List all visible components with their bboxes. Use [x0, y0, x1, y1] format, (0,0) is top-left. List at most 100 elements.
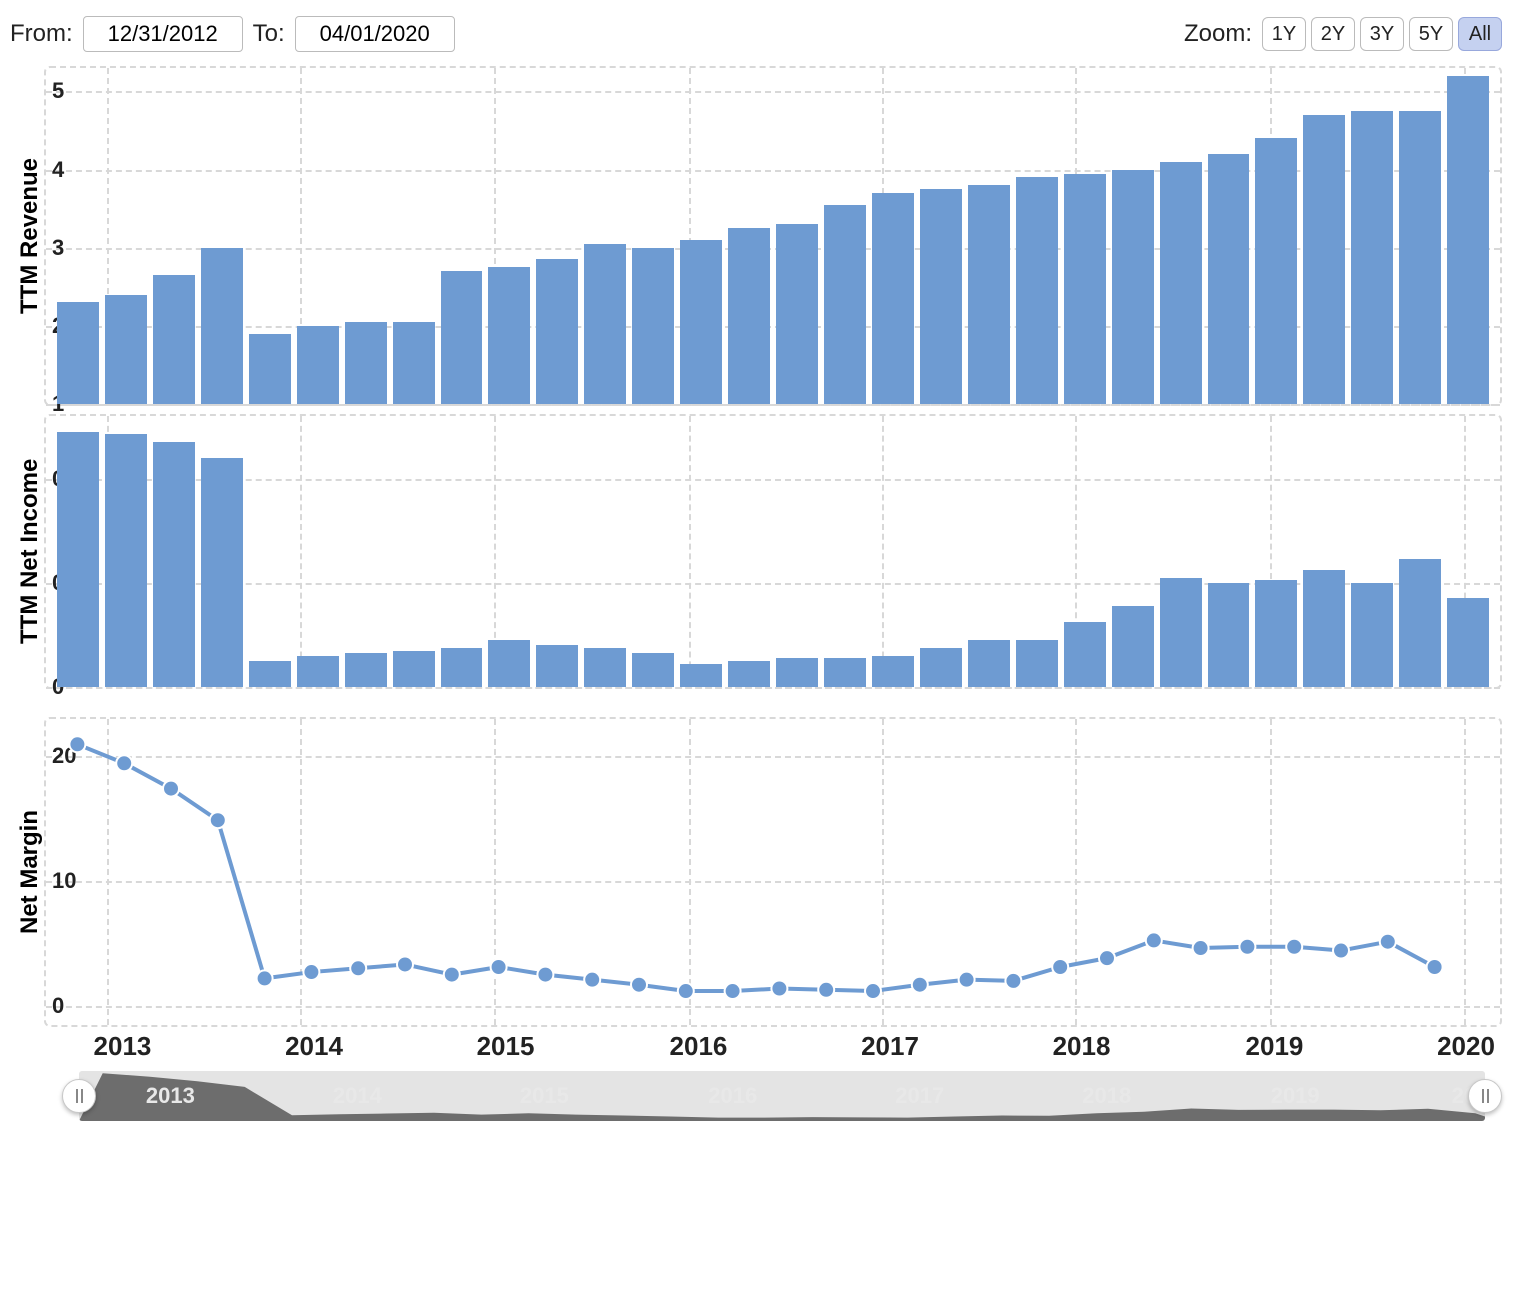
bar[interactable] — [57, 432, 99, 687]
bar[interactable] — [1447, 76, 1489, 404]
bar[interactable] — [584, 648, 626, 687]
line-point[interactable] — [1380, 934, 1396, 950]
line-point[interactable] — [865, 983, 881, 999]
bar[interactable] — [776, 658, 818, 687]
bar[interactable] — [201, 248, 243, 404]
line-point[interactable] — [725, 983, 741, 999]
scrubber-handle-left[interactable] — [62, 1079, 96, 1113]
bar[interactable] — [1351, 583, 1393, 687]
bar[interactable] — [1016, 640, 1058, 687]
line-point[interactable] — [912, 977, 928, 993]
bar[interactable] — [1208, 154, 1250, 404]
bar[interactable] — [728, 661, 770, 687]
bar[interactable] — [1016, 177, 1058, 404]
line-point[interactable] — [1099, 950, 1115, 966]
bar[interactable] — [680, 240, 722, 404]
bar[interactable] — [153, 442, 195, 687]
line-point[interactable] — [1193, 940, 1209, 956]
bar[interactable] — [1255, 138, 1297, 404]
line-point[interactable] — [163, 781, 179, 797]
bar[interactable] — [105, 295, 147, 404]
bar[interactable] — [1303, 115, 1345, 404]
bar[interactable] — [632, 653, 674, 687]
zoom-button-1y[interactable]: 1Y — [1262, 17, 1306, 51]
bar[interactable] — [584, 244, 626, 404]
bar[interactable] — [632, 248, 674, 404]
from-date-input[interactable] — [83, 16, 243, 52]
bar[interactable] — [488, 267, 530, 404]
line-point[interactable] — [257, 970, 273, 986]
line-point[interactable] — [1286, 939, 1302, 955]
line-point[interactable] — [631, 977, 647, 993]
bar[interactable] — [1160, 162, 1202, 404]
bar[interactable] — [393, 322, 435, 404]
plot-margin[interactable]: 01020 — [44, 717, 1502, 1027]
bar[interactable] — [872, 656, 914, 687]
bar[interactable] — [393, 651, 435, 687]
bar[interactable] — [776, 224, 818, 404]
bar[interactable] — [1208, 583, 1250, 687]
bar[interactable] — [728, 228, 770, 404]
bar[interactable] — [441, 648, 483, 687]
bar[interactable] — [201, 458, 243, 687]
bar[interactable] — [968, 640, 1010, 687]
line-point[interactable] — [303, 964, 319, 980]
zoom-button-all[interactable]: All — [1458, 17, 1502, 51]
line-point[interactable] — [397, 956, 413, 972]
bar[interactable] — [488, 640, 530, 687]
line-point[interactable] — [1146, 932, 1162, 948]
bar[interactable] — [1255, 580, 1297, 687]
line-point[interactable] — [678, 983, 694, 999]
line-point[interactable] — [491, 959, 507, 975]
line-point[interactable] — [537, 967, 553, 983]
bar[interactable] — [1112, 170, 1154, 404]
zoom-button-2y[interactable]: 2Y — [1311, 17, 1355, 51]
zoom-button-5y[interactable]: 5Y — [1409, 17, 1453, 51]
line-point[interactable] — [1052, 959, 1068, 975]
line-point[interactable] — [69, 736, 85, 752]
bar[interactable] — [536, 645, 578, 687]
bar[interactable] — [920, 189, 962, 404]
bar[interactable] — [105, 434, 147, 687]
scrubber-track[interactable]: 201320142015201620172018201920 — [79, 1071, 1485, 1121]
zoom-button-3y[interactable]: 3Y — [1360, 17, 1404, 51]
line-point[interactable] — [771, 981, 787, 997]
bar[interactable] — [345, 322, 387, 404]
bar[interactable] — [1303, 570, 1345, 687]
bar[interactable] — [920, 648, 962, 687]
line-point[interactable] — [1333, 943, 1349, 959]
scrubber-handle-right[interactable] — [1468, 1079, 1502, 1113]
bar[interactable] — [153, 275, 195, 404]
bar[interactable] — [1064, 174, 1106, 405]
bar[interactable] — [824, 205, 866, 404]
to-date-input[interactable] — [295, 16, 455, 52]
bar[interactable] — [968, 185, 1010, 404]
bar[interactable] — [441, 271, 483, 404]
bar[interactable] — [1399, 111, 1441, 404]
bar[interactable] — [1351, 111, 1393, 404]
bar[interactable] — [1112, 606, 1154, 687]
bar[interactable] — [297, 326, 339, 404]
bar[interactable] — [249, 661, 291, 687]
line-point[interactable] — [818, 982, 834, 998]
bar[interactable] — [1064, 622, 1106, 687]
line-point[interactable] — [116, 755, 132, 771]
line-point[interactable] — [584, 972, 600, 988]
bar[interactable] — [1160, 578, 1202, 687]
plot-revenue[interactable]: 12345 — [44, 66, 1502, 406]
bar[interactable] — [824, 658, 866, 687]
bar[interactable] — [872, 193, 914, 404]
bar[interactable] — [1399, 559, 1441, 687]
line-point[interactable] — [1239, 939, 1255, 955]
plot-netincome[interactable]: 00.20.4 — [44, 414, 1502, 689]
bar[interactable] — [536, 259, 578, 404]
line-point[interactable] — [959, 972, 975, 988]
line-point[interactable] — [210, 812, 226, 828]
bar[interactable] — [1447, 598, 1489, 687]
bar[interactable] — [249, 334, 291, 404]
line-point[interactable] — [350, 960, 366, 976]
line-point[interactable] — [1005, 973, 1021, 989]
bar[interactable] — [297, 656, 339, 687]
line-point[interactable] — [1427, 959, 1443, 975]
line-point[interactable] — [444, 967, 460, 983]
